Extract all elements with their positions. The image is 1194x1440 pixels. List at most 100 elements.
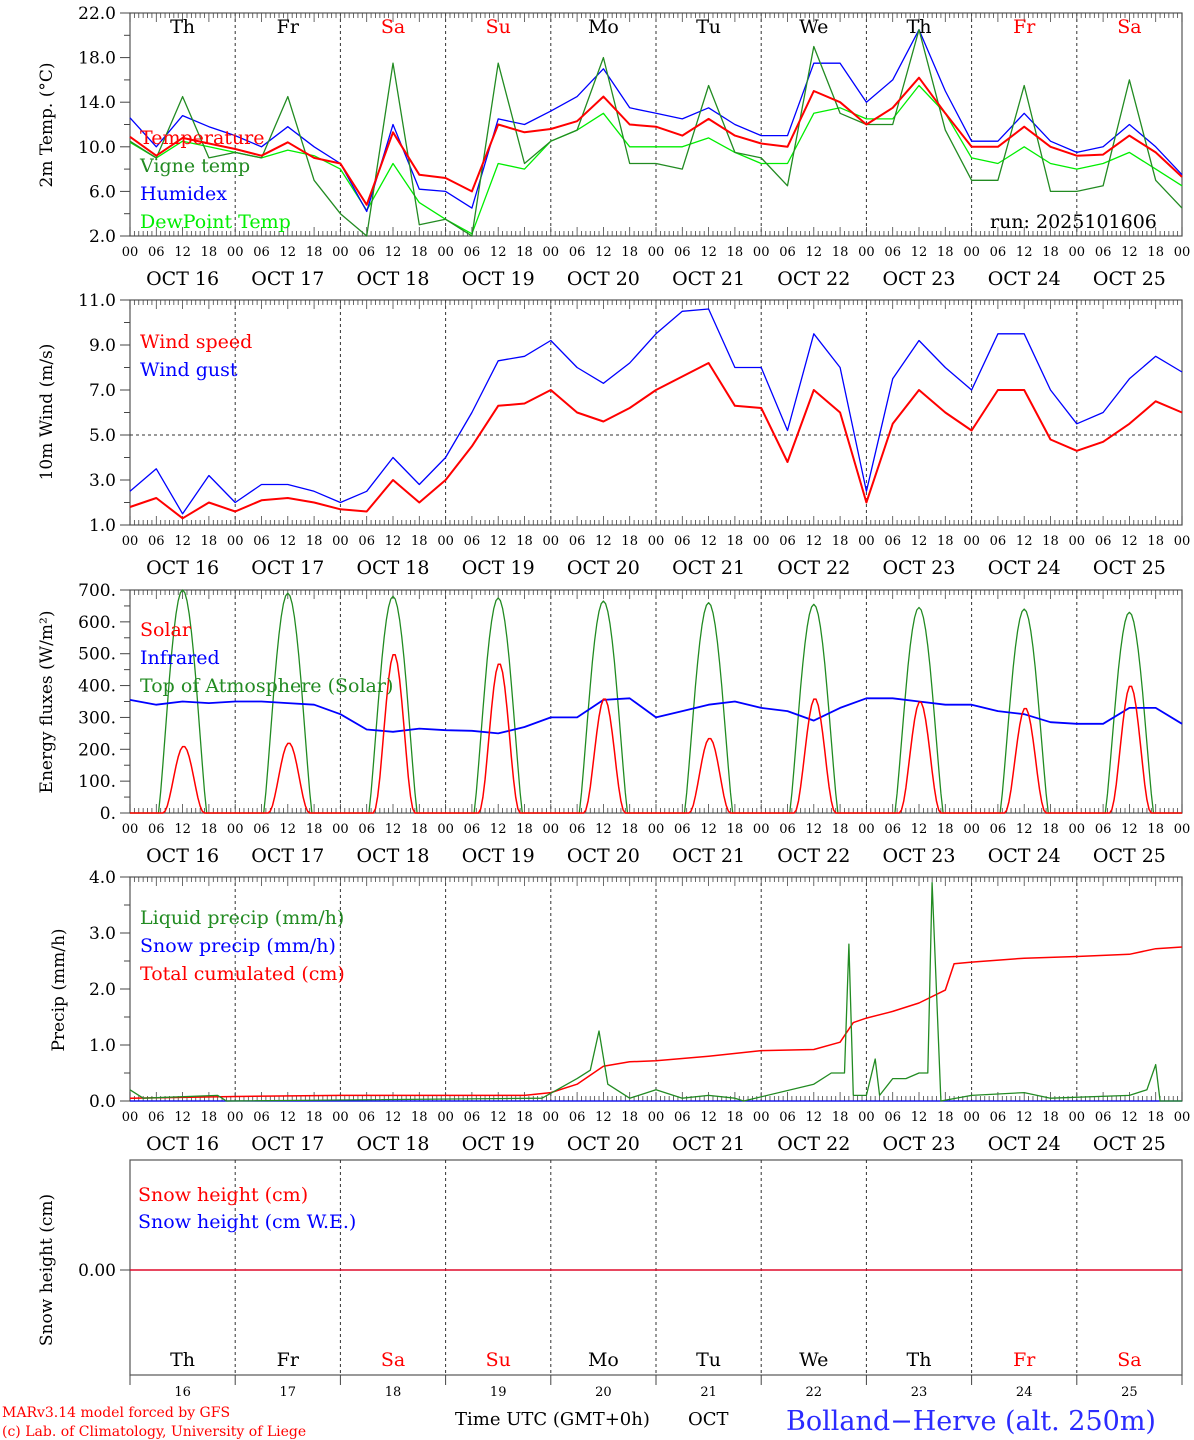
x-date-label: OCT 23 [882, 845, 955, 867]
x-hour-label: 12 [490, 534, 507, 549]
x-hour-label: 06 [674, 822, 691, 837]
x-hour-label: 00 [648, 245, 665, 260]
x-hour-label: 12 [174, 822, 191, 837]
x-hour-label: 00 [1069, 822, 1086, 837]
x-hour-label: 00 [1174, 822, 1191, 837]
y-tick-label: 300. [78, 708, 116, 728]
series-line-temperature [129, 76, 1183, 206]
x-hour-label: 12 [1121, 534, 1138, 549]
x-hour-label: 06 [569, 245, 586, 260]
x-date-label: OCT 18 [356, 557, 429, 579]
x-hour-label: 18 [1147, 1110, 1164, 1125]
x-hour-label: 18 [621, 822, 638, 837]
y-axis-label: 10m Wind (m/s) [37, 344, 57, 481]
x-hour-label: 00 [437, 245, 454, 260]
legend-liquid-precip: Liquid precip (mm/h) [140, 907, 344, 929]
x-date-label: OCT 22 [777, 845, 850, 867]
x-hour-label: 12 [280, 245, 297, 260]
y-tick-label: 6.0 [89, 182, 116, 202]
legend-total-cumulated: Total cumulated (cm) [140, 963, 345, 985]
day-number-label: 21 [700, 1385, 717, 1400]
x-hour-label: 00 [648, 534, 665, 549]
day-name-label: Sa [1117, 16, 1141, 38]
x-hour-label: 18 [516, 1110, 533, 1125]
x-hour-label: 00 [963, 822, 980, 837]
x-hour-label: 12 [911, 534, 928, 549]
y-tick-label: 7.0 [89, 381, 116, 401]
x-hour-label: 12 [911, 245, 928, 260]
day-name-label: Mo [588, 1349, 619, 1371]
x-hour-label: 00 [227, 822, 244, 837]
legend-humidex: Humidex [140, 183, 227, 205]
x-hour-label: 00 [332, 822, 349, 837]
x-hour-label: 00 [858, 245, 875, 260]
series-line-liquid-precip-mm-h [129, 881, 1182, 1102]
x-date-label: OCT 25 [1093, 557, 1166, 579]
x-hour-label: 06 [358, 245, 375, 260]
x-hour-label: 12 [595, 1110, 612, 1125]
x-hour-label: 06 [1095, 822, 1112, 837]
day-name-label: We [799, 16, 828, 38]
x-hour-label: 06 [884, 534, 901, 549]
x-hour-label: 06 [884, 822, 901, 837]
legend-infrared: Infrared [140, 647, 220, 669]
day-number-label: 24 [1016, 1385, 1033, 1400]
x-hour-label: 06 [990, 534, 1007, 549]
x-date-label: OCT 21 [672, 268, 745, 290]
x-hour-label: 12 [490, 1110, 507, 1125]
y-tick-label: 3.0 [89, 924, 116, 944]
x-hour-label: 18 [516, 822, 533, 837]
y-tick-label: 5.0 [89, 426, 116, 446]
x-date-label: OCT 22 [777, 268, 850, 290]
x-hour-label: 00 [1069, 245, 1086, 260]
plot-frame [129, 12, 1183, 237]
day-name-label: Th [907, 1349, 932, 1371]
copyright: (c) Lab. of Climatology, University of L… [2, 1424, 306, 1440]
x-hour-label: 06 [253, 822, 270, 837]
x-hour-label: 18 [1147, 245, 1164, 260]
y-tick-label: 18.0 [78, 49, 116, 69]
series-line-solar [130, 654, 1182, 814]
station-name: Bolland−Herve (alt. 250m) [786, 1406, 1156, 1437]
y-axis-label: Energy fluxes (W/m²) [37, 611, 57, 794]
x-hour-label: 00 [753, 822, 770, 837]
x-hour-label: 00 [543, 245, 560, 260]
day-number-label: 22 [806, 1385, 823, 1400]
x-hour-label: 12 [700, 822, 717, 837]
legend-solar: Solar [140, 619, 192, 641]
y-axis-label: Snow height (cm) [37, 1194, 57, 1346]
y-tick-label: 11.0 [78, 291, 116, 311]
x-hour-label: 18 [621, 1110, 638, 1125]
y-tick-label: 0.00 [78, 1261, 116, 1281]
x-hour-label: 12 [911, 822, 928, 837]
x-hour-label: 06 [358, 822, 375, 837]
x-hour-label: 18 [937, 822, 954, 837]
y-tick-label: 1.0 [89, 516, 116, 536]
day-number-label: 25 [1121, 1385, 1138, 1400]
x-date-label: OCT 20 [567, 557, 640, 579]
x-hour-label: 00 [332, 534, 349, 549]
series-line-top-of-atmosphere-solar [130, 589, 1182, 814]
y-tick-label: 22.0 [78, 4, 116, 24]
legend-temperature: Temperature [140, 127, 264, 149]
x-hour-label: 18 [516, 245, 533, 260]
x-hour-label: 18 [201, 534, 218, 549]
legend-snow-height-we: Snow height (cm W.E.) [138, 1211, 356, 1233]
x-date-label: OCT 24 [988, 557, 1061, 579]
x-date-label: OCT 18 [356, 1133, 429, 1155]
x-hour-label: 12 [1121, 245, 1138, 260]
x-hour-label: 18 [306, 245, 323, 260]
x-hour-label: 12 [911, 1110, 928, 1125]
day-name-label: We [799, 1349, 828, 1371]
x-hour-label: 18 [621, 534, 638, 549]
day-name-label: Su [486, 16, 511, 38]
x-hour-label: 06 [358, 534, 375, 549]
day-number-label: 23 [911, 1385, 928, 1400]
day-name-label: Fr [277, 1349, 300, 1371]
x-hour-label: 00 [1174, 1110, 1191, 1125]
x-hour-label: 00 [227, 1110, 244, 1125]
x-date-label: OCT 22 [777, 1133, 850, 1155]
x-hour-label: 00 [122, 1110, 139, 1125]
y-tick-label: 200. [78, 740, 116, 760]
series-line-wind-speed [129, 362, 1183, 520]
